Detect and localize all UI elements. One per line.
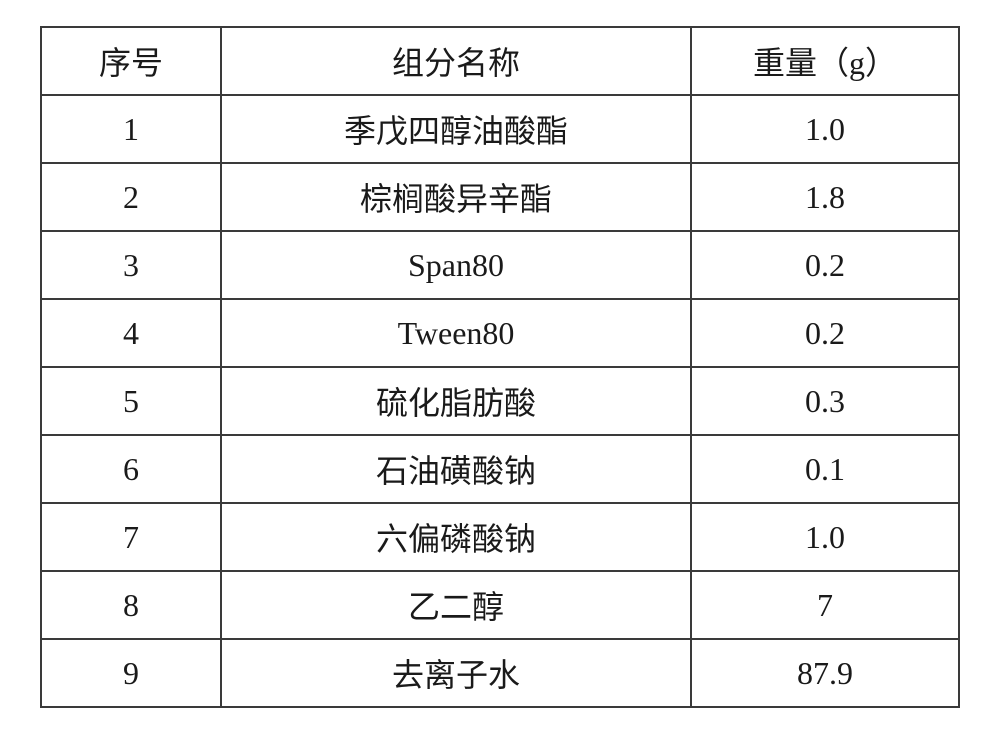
cell-weight: 1.0 (691, 95, 959, 163)
table-container: 序号 组分名称 重量（g） 1 季戊四醇油酸酯 1.0 2 棕榈酸异辛酯 1.8… (0, 0, 1000, 734)
cell-name: 季戊四醇油酸酯 (221, 95, 691, 163)
ingredients-table: 序号 组分名称 重量（g） 1 季戊四醇油酸酯 1.0 2 棕榈酸异辛酯 1.8… (40, 26, 960, 708)
cell-index: 1 (41, 95, 221, 163)
table-row: 5 硫化脂肪酸 0.3 (41, 367, 959, 435)
table-row: 2 棕榈酸异辛酯 1.8 (41, 163, 959, 231)
cell-weight: 0.2 (691, 299, 959, 367)
cell-index: 6 (41, 435, 221, 503)
cell-index: 5 (41, 367, 221, 435)
cell-name: Span80 (221, 231, 691, 299)
cell-index: 8 (41, 571, 221, 639)
cell-weight: 87.9 (691, 639, 959, 707)
table-header-row: 序号 组分名称 重量（g） (41, 27, 959, 95)
cell-index: 9 (41, 639, 221, 707)
cell-index: 3 (41, 231, 221, 299)
table-row: 8 乙二醇 7 (41, 571, 959, 639)
col-header-weight: 重量（g） (691, 27, 959, 95)
cell-weight: 0.3 (691, 367, 959, 435)
cell-name: 乙二醇 (221, 571, 691, 639)
table-row: 1 季戊四醇油酸酯 1.0 (41, 95, 959, 163)
table-row: 6 石油磺酸钠 0.1 (41, 435, 959, 503)
cell-index: 4 (41, 299, 221, 367)
cell-name: 石油磺酸钠 (221, 435, 691, 503)
table-row: 3 Span80 0.2 (41, 231, 959, 299)
cell-weight: 1.0 (691, 503, 959, 571)
cell-name: 棕榈酸异辛酯 (221, 163, 691, 231)
table-row: 9 去离子水 87.9 (41, 639, 959, 707)
cell-weight: 7 (691, 571, 959, 639)
cell-weight: 0.1 (691, 435, 959, 503)
cell-name: 六偏磷酸钠 (221, 503, 691, 571)
col-header-index: 序号 (41, 27, 221, 95)
table-row: 7 六偏磷酸钠 1.0 (41, 503, 959, 571)
table-row: 4 Tween80 0.2 (41, 299, 959, 367)
cell-name: 去离子水 (221, 639, 691, 707)
cell-name: Tween80 (221, 299, 691, 367)
cell-index: 2 (41, 163, 221, 231)
cell-index: 7 (41, 503, 221, 571)
cell-name: 硫化脂肪酸 (221, 367, 691, 435)
cell-weight: 0.2 (691, 231, 959, 299)
cell-weight: 1.8 (691, 163, 959, 231)
col-header-name: 组分名称 (221, 27, 691, 95)
